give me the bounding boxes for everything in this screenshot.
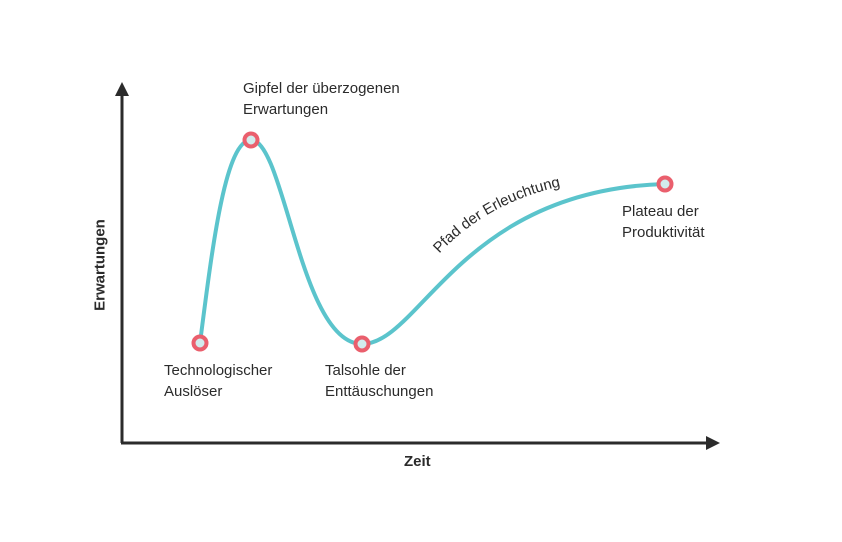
phase-label-enlightenment: Pfad der Erleuchtung — [430, 174, 562, 257]
marker-plateau — [656, 175, 674, 193]
marker-trough — [353, 335, 371, 353]
x-axis-label: Zeit — [404, 453, 431, 470]
x-axis-arrow-icon — [706, 436, 720, 450]
phase-label-plateau: Plateau der Produktivität — [622, 201, 705, 243]
phase-label-peak-line1: Gipfel der überzogenen — [243, 80, 400, 97]
phase-label-peak-line2: Erwartungen — [243, 101, 329, 118]
phase-label-trigger-line1: Technologischer — [164, 362, 273, 379]
marker-trigger — [191, 334, 209, 352]
marker-peak — [242, 131, 260, 149]
phase-label-trough-line2: Enttäuschungen — [325, 383, 434, 400]
hype-curve — [198, 137, 667, 347]
phase-label-trigger: Technologischer Auslöser — [164, 360, 272, 402]
phase-label-trough-line1: Talsohle der — [325, 362, 406, 379]
phase-label-trough: Talsohle der Enttäuschungen — [325, 360, 433, 402]
phase-label-peak: Gipfel der überzogenen Erwartungen — [243, 78, 400, 120]
y-axis-label: Erwartungen — [91, 219, 109, 311]
phase-label-plateau-line1: Plateau der — [622, 203, 699, 220]
phase-label-trigger-line2: Auslöser — [164, 383, 223, 400]
phase-label-plateau-line2: Produktivität — [622, 224, 705, 241]
y-axis-arrow-icon — [115, 82, 129, 96]
